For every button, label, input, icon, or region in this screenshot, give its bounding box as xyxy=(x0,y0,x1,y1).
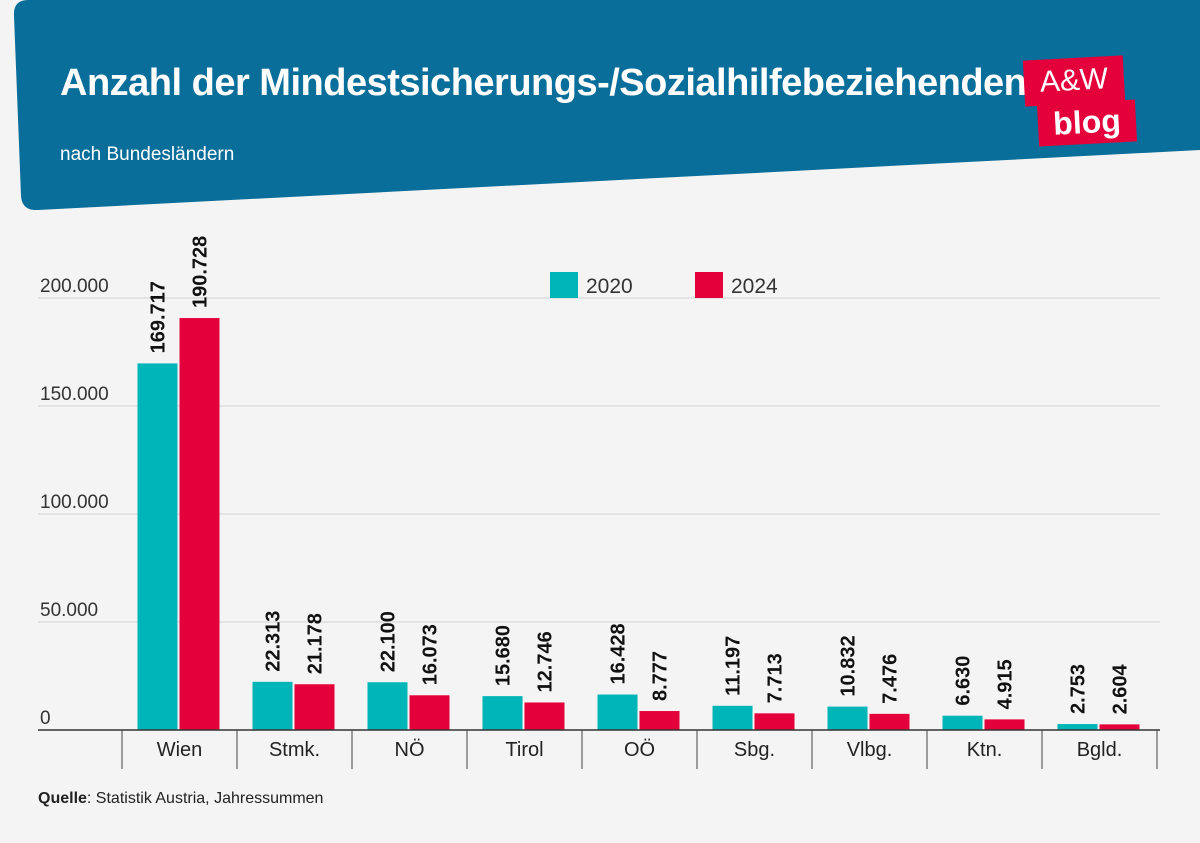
source-label: Quelle xyxy=(38,790,87,807)
x-tick-label: Sbg. xyxy=(734,739,775,761)
data-label: 10.832 xyxy=(838,635,860,696)
bar-2020-5 xyxy=(712,705,753,730)
x-tick-label: Tirol xyxy=(505,739,543,761)
header-background xyxy=(13,0,1200,210)
data-label: 2.604 xyxy=(1110,663,1132,714)
bar-2020-1 xyxy=(252,681,293,730)
legend-swatch-2020 xyxy=(550,272,578,298)
x-tick-label: OÖ xyxy=(624,739,655,761)
data-label: 12.746 xyxy=(535,631,557,692)
bar-2024-2 xyxy=(409,695,450,730)
x-tick-label: NÖ xyxy=(395,739,425,761)
y-tick-label: 0 xyxy=(40,708,51,729)
y-tick-label: 200.000 xyxy=(40,276,109,297)
data-label: 169.717 xyxy=(148,281,170,353)
value-labels: 169.717 190.728 22.313 21.178 22.100 16.073 15… xyxy=(148,236,1132,715)
bar-2024-8 xyxy=(1099,724,1140,730)
x-tick-label: Vlbg. xyxy=(847,739,893,761)
bar-2020-0 xyxy=(137,363,178,730)
data-label: 16.073 xyxy=(420,624,442,685)
data-label: 22.100 xyxy=(378,611,400,672)
data-label: 21.178 xyxy=(305,613,327,674)
header-banner xyxy=(12,0,1200,210)
bar-2024-0 xyxy=(179,318,220,730)
data-label: 15.680 xyxy=(493,625,515,686)
bar-2020-7 xyxy=(942,715,983,730)
bar-2024-3 xyxy=(524,702,565,730)
bar-2024-4 xyxy=(639,711,680,730)
data-label: 11.197 xyxy=(723,636,745,696)
bar-2024-6 xyxy=(869,713,910,730)
bar-2020-4 xyxy=(597,694,638,730)
legend: 2020 2024 xyxy=(550,272,778,298)
data-label: 6.630 xyxy=(953,656,975,706)
bar-2020-2 xyxy=(367,682,408,730)
bar-2020-3 xyxy=(482,696,523,730)
chart-title: Anzahl der Mindestsicherungs-/Sozialhilf… xyxy=(60,62,1027,104)
x-tick-label: Wien xyxy=(157,739,203,761)
grid-lines: 0 50.000 100.000 150.000 200.000 xyxy=(38,276,1160,729)
x-axis: Wien Stmk. NÖ Tirol OÖ Sbg. Vlbg. Ktn. Bgld. xyxy=(38,729,1160,769)
data-label: 7.476 xyxy=(880,654,902,704)
data-label: 7.713 xyxy=(765,653,787,703)
bar-2024-7 xyxy=(984,719,1025,730)
source-note: Quelle: Statistik Austria, Jahressummen xyxy=(38,790,323,808)
x-tick-label: Bgld. xyxy=(1077,739,1123,761)
chart-subtitle: nach Bundesländern xyxy=(60,144,235,165)
x-tick-label: Ktn. xyxy=(967,739,1003,761)
legend-label-2020: 2020 xyxy=(586,275,633,298)
data-label: 2.753 xyxy=(1068,664,1090,714)
y-tick-label: 150.000 xyxy=(40,384,109,405)
legend-label-2024: 2024 xyxy=(731,275,778,298)
bar-2020-6 xyxy=(827,706,868,730)
x-tick-label: Stmk. xyxy=(269,739,320,761)
data-label: 8.777 xyxy=(650,651,672,701)
bar-2024-1 xyxy=(294,684,335,730)
y-tick-label: 100.000 xyxy=(40,492,109,513)
data-label: 22.313 xyxy=(263,611,285,672)
legend-swatch-2024 xyxy=(695,272,723,298)
bar-2024-5 xyxy=(754,713,795,730)
data-label: 4.915 xyxy=(995,659,1017,709)
data-label: 190.728 xyxy=(190,236,212,308)
bar-2020-8 xyxy=(1057,724,1098,730)
y-tick-label: 50.000 xyxy=(40,600,98,621)
source-text: : Statistik Austria, Jahressummen xyxy=(86,790,324,807)
data-label: 16.428 xyxy=(608,623,630,684)
bars xyxy=(137,318,1140,730)
